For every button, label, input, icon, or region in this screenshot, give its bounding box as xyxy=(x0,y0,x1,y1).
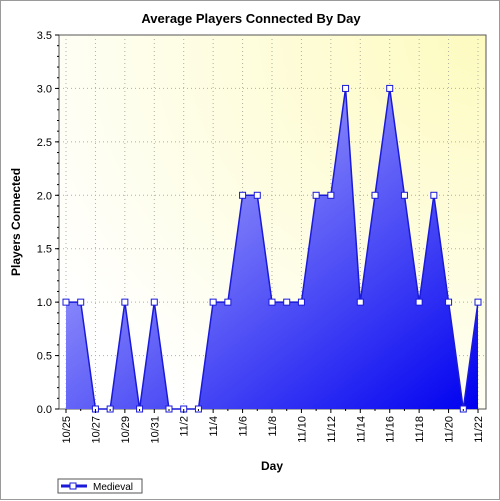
data-point xyxy=(253,191,261,199)
chart-title: Average Players Connected By Day xyxy=(141,11,361,26)
x-tick-label: 10/31 xyxy=(149,416,161,444)
x-tick-label: 11/18 xyxy=(414,416,426,443)
data-point xyxy=(312,191,320,199)
x-tick-label: 11/14 xyxy=(355,416,367,443)
data-point xyxy=(445,298,453,306)
y-tick-label: 2.5 xyxy=(37,137,52,149)
data-point xyxy=(474,298,482,306)
data-point xyxy=(400,191,408,199)
x-tick-label: 11/8 xyxy=(267,416,279,437)
legend-marker-swatch xyxy=(69,482,77,490)
y-tick-label: 0.0 xyxy=(37,404,52,416)
data-point xyxy=(77,298,85,306)
data-point xyxy=(150,298,158,306)
data-point xyxy=(342,84,350,92)
data-point xyxy=(62,298,70,306)
data-point xyxy=(297,298,305,306)
x-tick-label: 10/25 xyxy=(61,416,73,444)
data-point xyxy=(209,298,217,306)
legend: Medieval xyxy=(57,478,143,494)
x-tick-label: 11/22 xyxy=(473,416,485,443)
data-point xyxy=(268,298,276,306)
x-tick-label: 11/2 xyxy=(179,416,191,437)
x-tick-label: 10/27 xyxy=(90,416,102,444)
x-axis-label: Day xyxy=(261,459,283,473)
legend-label: Medieval xyxy=(93,482,133,493)
y-axis: 0.0 0.5 1.0 1.5 2.0 2.5 3.0 3.5 xyxy=(37,30,59,416)
x-axis: 10/25 10/27 10/29 10/31 11/2 11/4 11/6 11/8 11/1… xyxy=(61,409,485,444)
legend-box xyxy=(57,478,143,494)
x-tick-label: 11/6 xyxy=(238,416,250,437)
x-tick-label: 11/20 xyxy=(444,416,456,443)
x-tick-label: 11/10 xyxy=(296,416,308,443)
y-tick-label: 1.5 xyxy=(37,244,52,256)
data-point xyxy=(239,191,247,199)
x-tick-label: 11/4 xyxy=(208,416,220,437)
data-point xyxy=(415,298,423,306)
data-point xyxy=(430,191,438,199)
series-area-fill xyxy=(66,88,478,409)
data-point xyxy=(283,298,291,306)
data-point xyxy=(356,298,364,306)
y-tick-label: 0.5 xyxy=(37,351,52,363)
x-tick-label: 11/12 xyxy=(326,416,338,443)
data-point xyxy=(327,191,335,199)
data-point xyxy=(121,298,129,306)
y-tick-label: 2.0 xyxy=(37,190,52,202)
y-tick-label: 1.0 xyxy=(37,297,52,309)
y-tick-label: 3.5 xyxy=(37,30,52,42)
data-point xyxy=(386,84,394,92)
y-tick-label: 3.0 xyxy=(37,83,52,95)
x-tick-label: 10/29 xyxy=(120,416,132,444)
data-point xyxy=(224,298,232,306)
x-tick-label: 11/16 xyxy=(385,416,397,443)
data-point xyxy=(371,191,379,199)
y-axis-label: Players Connected xyxy=(9,168,23,276)
